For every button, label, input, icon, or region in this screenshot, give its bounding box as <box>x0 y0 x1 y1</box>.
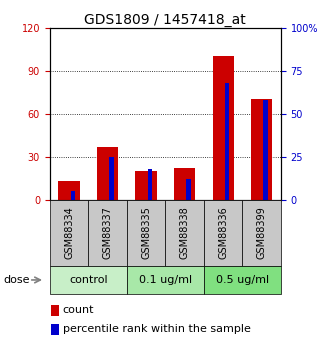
Text: GSM88337: GSM88337 <box>102 206 113 259</box>
Bar <box>97 147 118 200</box>
Text: GSM88399: GSM88399 <box>256 207 267 259</box>
Bar <box>213 56 234 200</box>
Text: GSM88336: GSM88336 <box>218 207 228 259</box>
Text: count: count <box>63 305 94 315</box>
Text: percentile rank within the sample: percentile rank within the sample <box>63 324 250 334</box>
Bar <box>58 181 80 200</box>
Bar <box>186 179 191 200</box>
Text: GSM88335: GSM88335 <box>141 206 151 259</box>
Text: control: control <box>69 275 108 285</box>
Title: GDS1809 / 1457418_at: GDS1809 / 1457418_at <box>84 12 246 27</box>
Text: 0.1 ug/ml: 0.1 ug/ml <box>139 275 192 285</box>
Bar <box>174 168 195 200</box>
Bar <box>263 100 268 200</box>
Text: dose: dose <box>3 275 30 285</box>
Text: 0.5 ug/ml: 0.5 ug/ml <box>216 275 269 285</box>
Bar <box>135 171 157 200</box>
Bar <box>225 83 229 200</box>
Bar <box>109 157 114 200</box>
Bar <box>148 169 152 200</box>
Text: GSM88334: GSM88334 <box>64 207 74 259</box>
Bar <box>71 191 75 200</box>
Text: GSM88338: GSM88338 <box>179 207 190 259</box>
Bar <box>251 99 272 200</box>
